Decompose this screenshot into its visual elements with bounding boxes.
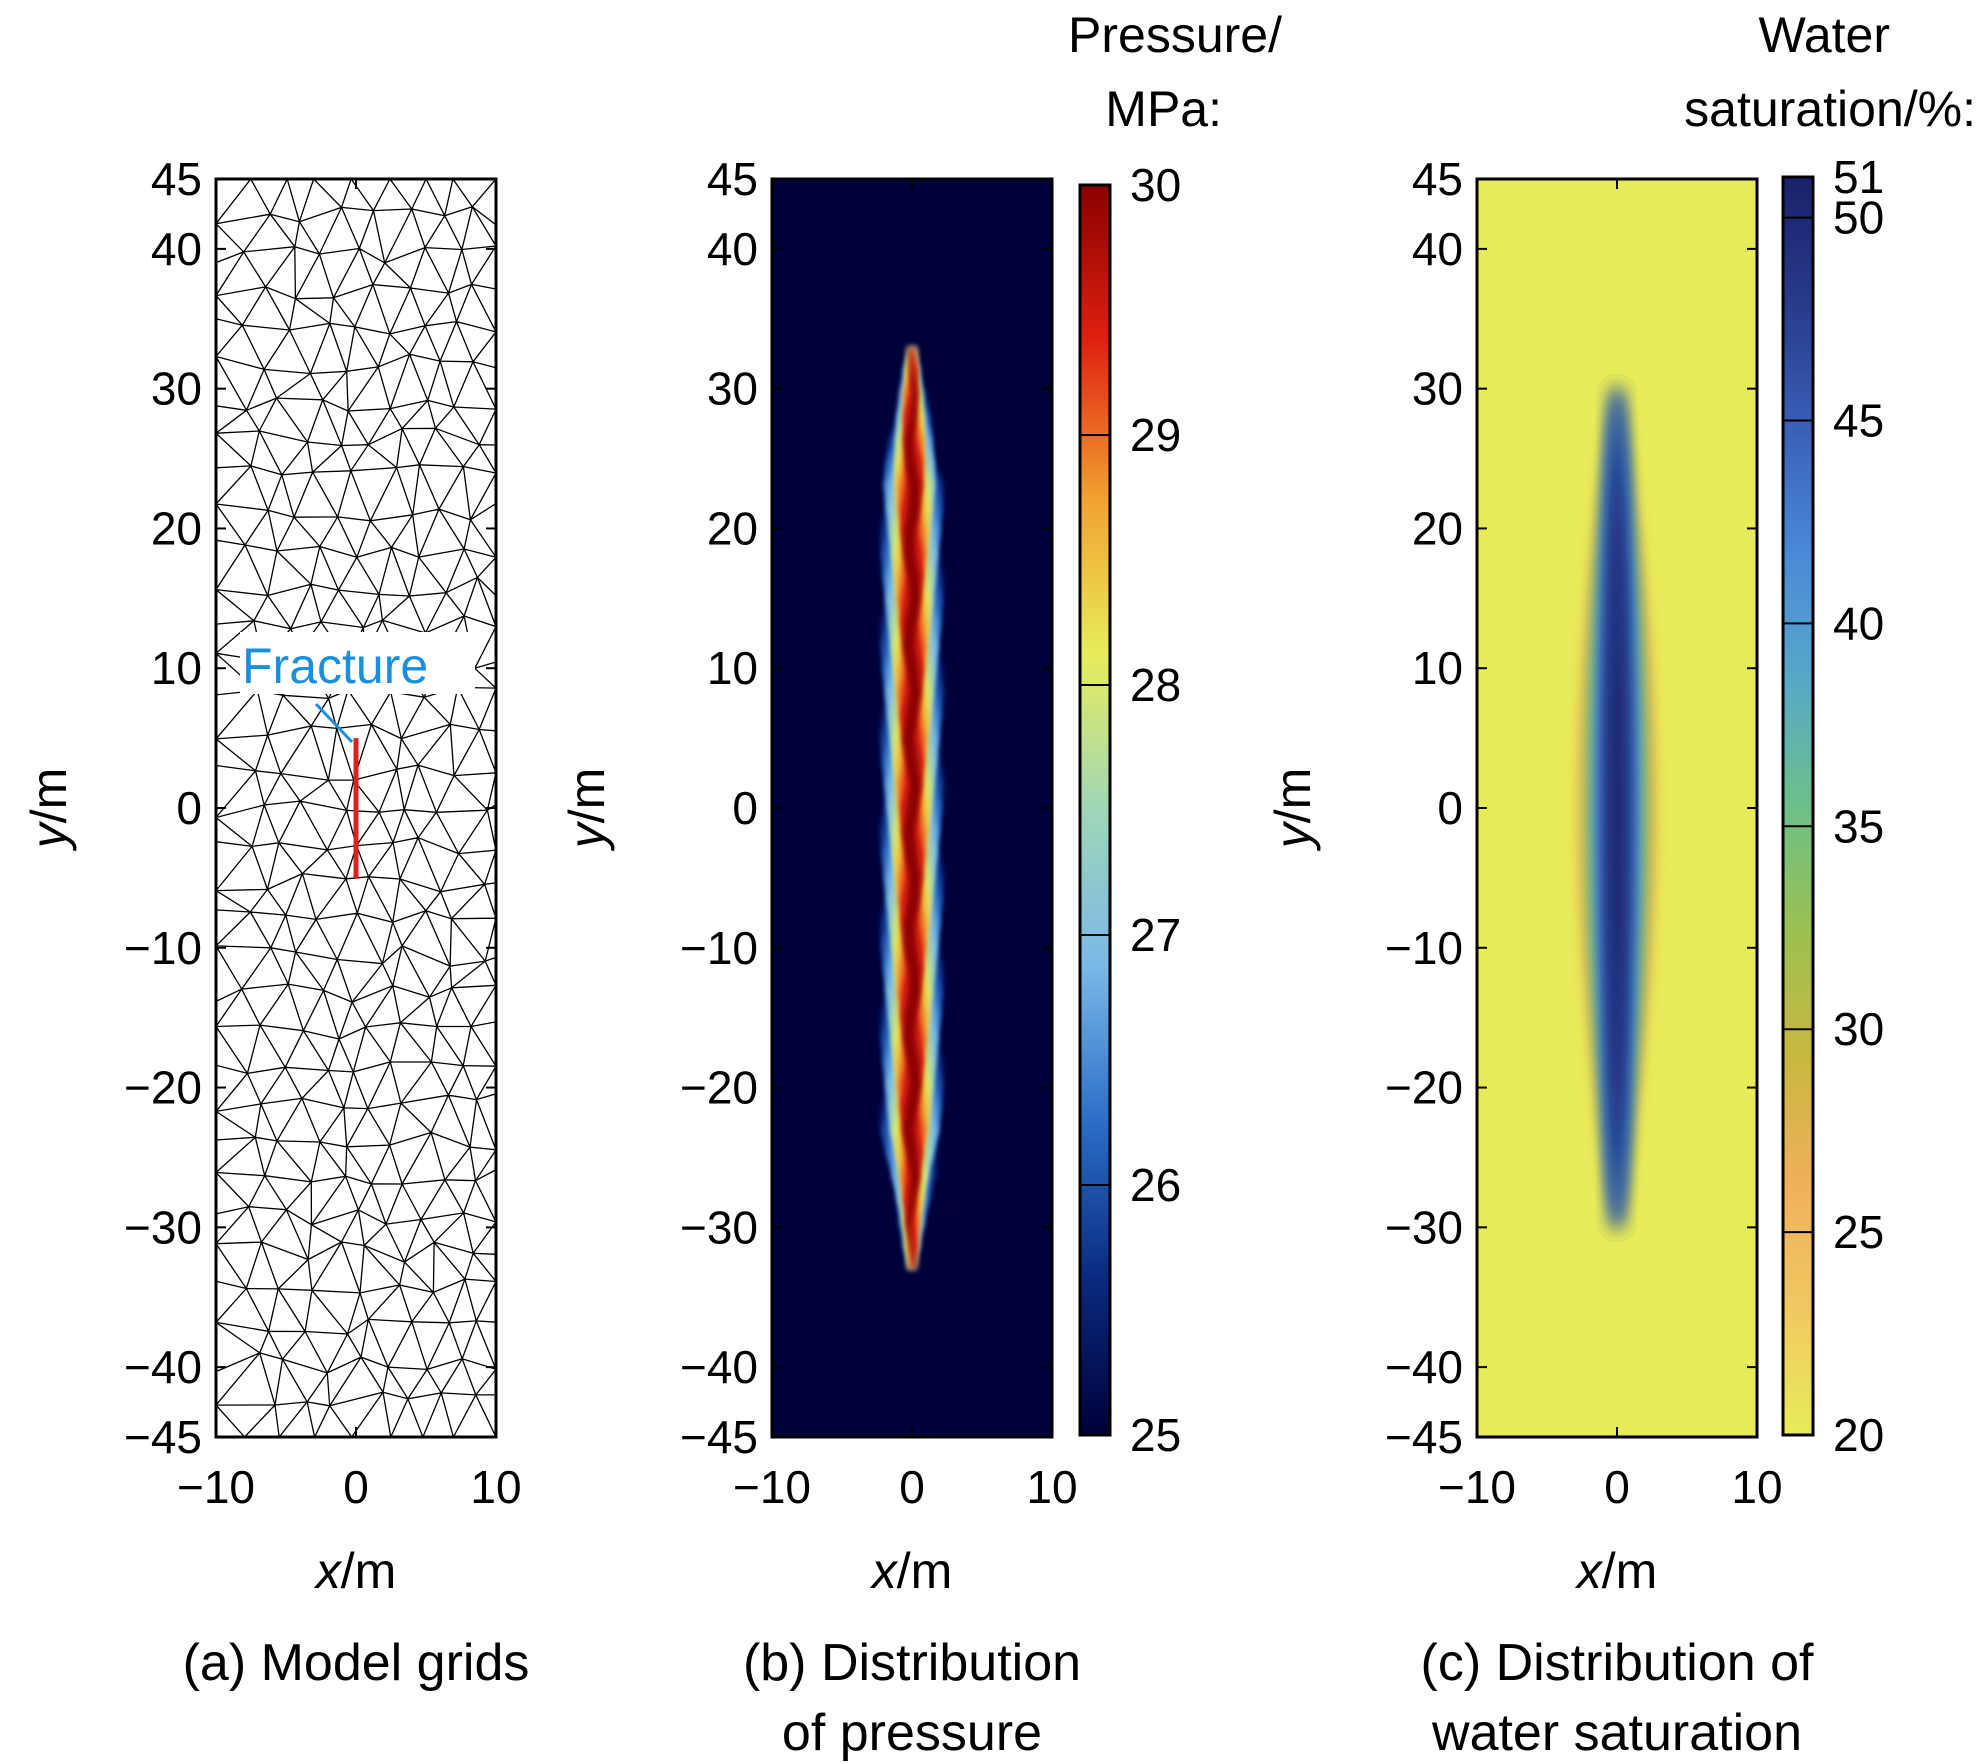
y-tick-label: 30: [707, 363, 758, 415]
y-tick-label: 20: [1412, 502, 1463, 554]
y-tick-label: −30: [1385, 1201, 1463, 1253]
colorbar-title-c-line1: Water: [1759, 7, 1891, 63]
field-contour: [903, 346, 921, 1270]
colorbar-b: [1078, 183, 1112, 1437]
caption-b-line2: of pressure: [782, 1704, 1042, 1762]
x-axis-label-a: x/m: [314, 1543, 397, 1599]
colorbar-tick-label: 35: [1833, 800, 1884, 852]
colorbar-title-b-line1: Pressure/: [1068, 7, 1282, 63]
saturation-field: [1581, 388, 1653, 1228]
colorbar-tick-label: 28: [1130, 659, 1181, 711]
mesh-edges: [216, 179, 496, 1437]
x-axis-label-b: x/m: [870, 1543, 953, 1599]
colorbar-tick-label: 40: [1833, 597, 1884, 649]
y-tick-label: 45: [707, 153, 758, 205]
x-tick-label: −10: [1438, 1461, 1516, 1513]
y-tick-label: −40: [124, 1341, 202, 1393]
y-ticks-b: 45 40 30 20 10 0 −10 −20 −30 −40 −45: [680, 153, 1052, 1463]
x-ticks-c: −10 0 10: [1438, 179, 1783, 1513]
colorbar-tick-label: 25: [1130, 1409, 1181, 1461]
x-tick-label: −10: [733, 1461, 811, 1513]
colorbar-tick-label: 51: [1833, 151, 1884, 203]
x-tick-label: 10: [1026, 1461, 1077, 1513]
y-tick-label: 40: [151, 223, 202, 275]
y-tick-label: −20: [124, 1062, 202, 1114]
y-tick-label: 45: [1412, 153, 1463, 205]
y-tick-label: 45: [151, 153, 202, 205]
x-tick-label: −10: [177, 1461, 255, 1513]
y-tick-label: 10: [151, 642, 202, 694]
panel-c: 45 40 30 20 10 0 −10 −20 −30 −40 −45 −10 0 10 x/m y/…: [1265, 7, 1976, 1762]
panel-a: Fracture 45 40 30 20 10 0 −10 −20 −30 −40 −45 −10 0…: [21, 153, 529, 1692]
y-tick-label: −30: [680, 1201, 758, 1253]
y-tick-label: −20: [680, 1062, 758, 1114]
fracture-label-bg: [240, 632, 475, 694]
y-tick-label: 30: [1412, 363, 1463, 415]
y-axis-label-a: y/m: [21, 768, 77, 852]
y-tick-label: −10: [1385, 922, 1463, 974]
y-tick-label: −30: [124, 1201, 202, 1253]
y-ticks-a: 45 40 30 20 10 0 −10 −20 −30 −40 −45: [124, 153, 496, 1463]
colorbar-tick-label: 25: [1833, 1206, 1884, 1258]
y-axis-label-b: y/m: [559, 768, 615, 852]
mesh: [216, 179, 496, 1437]
y-tick-label: −20: [1385, 1062, 1463, 1114]
y-tick-label: 10: [707, 642, 758, 694]
colorbar-tick-label: 30: [1833, 1003, 1884, 1055]
colorbar-tick-label: 30: [1130, 159, 1181, 211]
x-tick-label: 10: [1731, 1461, 1782, 1513]
caption-c-line2: water saturation: [1431, 1704, 1802, 1762]
x-tick-label: 10: [470, 1461, 521, 1513]
field-contour: [1611, 388, 1623, 1228]
colorbar-ticks-b: 30 29 28 27 26 25: [1080, 159, 1181, 1461]
y-ticks-c: 45 40 30 20 10 0 −10 −20 −30 −40 −45: [1385, 153, 1757, 1463]
caption-a: (a) Model grids: [183, 1634, 530, 1692]
y-tick-label: 0: [732, 782, 758, 834]
colorbar-title-c-line2: saturation/%:: [1684, 81, 1976, 137]
pressure-field: [879, 346, 945, 1270]
y-tick-label: 40: [1412, 223, 1463, 275]
y-tick-label: −45: [124, 1411, 202, 1463]
x-tick-label: 0: [899, 1461, 925, 1513]
y-tick-label: 0: [176, 782, 202, 834]
x-tick-label: 0: [1604, 1461, 1630, 1513]
panel-b: 45 40 30 20 10 0 −10 −20 −30 −40 −45 −10 0 10 x/m y/…: [559, 7, 1282, 1762]
x-ticks-a: −10 0 10: [177, 179, 522, 1513]
colorbar-tick-label: 26: [1130, 1159, 1181, 1211]
colorbar-tick-label: 50: [1833, 192, 1884, 244]
x-tick-label: 0: [343, 1461, 369, 1513]
colorbar-tick-label: 45: [1833, 394, 1884, 446]
colorbar-tick-label: 29: [1130, 409, 1181, 461]
y-tick-label: −40: [1385, 1341, 1463, 1393]
colorbar-tick-label: 20: [1833, 1409, 1884, 1461]
y-tick-label: 0: [1437, 782, 1463, 834]
y-tick-label: −45: [680, 1411, 758, 1463]
colorbar-title-b-line2: MPa:: [1105, 81, 1222, 137]
y-axis-label-c: y/m: [1265, 768, 1321, 852]
y-tick-label: −10: [124, 922, 202, 974]
y-tick-label: 20: [151, 502, 202, 554]
colorbar-tick-label: 27: [1130, 909, 1181, 961]
y-tick-label: −40: [680, 1341, 758, 1393]
caption-b-line1: (b) Distribution: [743, 1634, 1081, 1692]
y-tick-label: 20: [707, 502, 758, 554]
y-tick-label: −10: [680, 922, 758, 974]
y-tick-label: −45: [1385, 1411, 1463, 1463]
y-tick-label: 40: [707, 223, 758, 275]
fracture-label: Fracture: [242, 638, 428, 694]
x-axis-label-c: x/m: [1575, 1543, 1658, 1599]
y-tick-label: 30: [151, 363, 202, 415]
y-tick-label: 10: [1412, 642, 1463, 694]
colorbar-c: [1781, 175, 1815, 1437]
x-ticks-b: −10 0 10: [733, 179, 1078, 1513]
caption-c-line1: (c) Distribution of: [1421, 1634, 1815, 1692]
fracture-leader: [314, 702, 354, 744]
